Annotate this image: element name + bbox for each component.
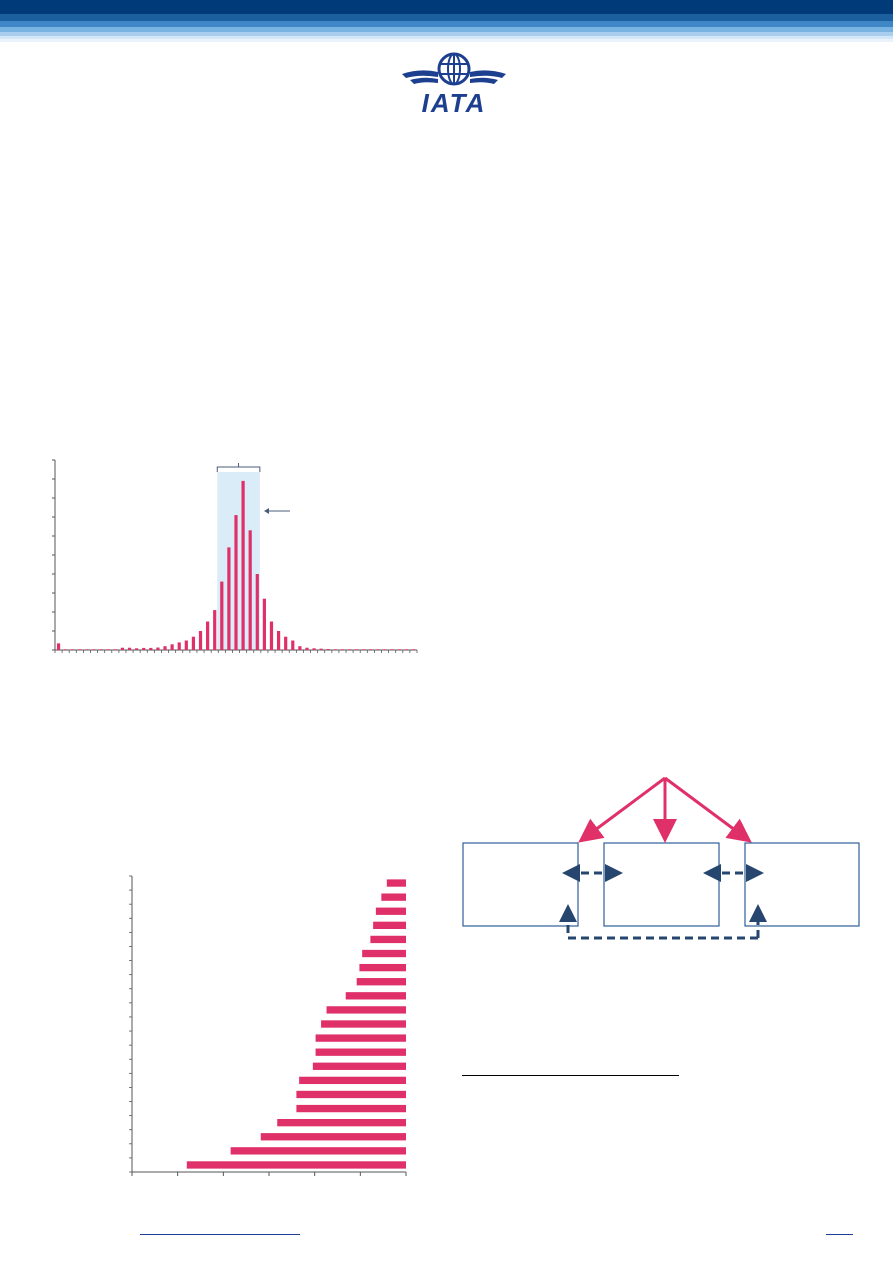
hist-bar bbox=[262, 598, 266, 650]
hbar-bar bbox=[386, 879, 406, 887]
hist-bar bbox=[198, 631, 203, 650]
diagram-box-right bbox=[744, 842, 860, 927]
hbar-bar bbox=[277, 1119, 406, 1127]
header-band-palest bbox=[0, 39, 893, 42]
pink-arrow-left bbox=[578, 776, 666, 843]
header-band-pale bbox=[0, 36, 893, 39]
hist-bar bbox=[106, 649, 110, 650]
hist-bar bbox=[213, 610, 217, 650]
hist-bar bbox=[298, 646, 302, 650]
hist-bar bbox=[78, 649, 82, 650]
hist-bar bbox=[135, 648, 139, 650]
hist-bar bbox=[163, 646, 167, 650]
text-rule bbox=[462, 1075, 679, 1076]
bracket-annotation bbox=[216, 463, 261, 472]
hist-bar bbox=[241, 480, 245, 650]
hist-bar bbox=[113, 649, 117, 650]
pointer-arrow-head bbox=[264, 508, 269, 514]
hist-bar bbox=[397, 649, 401, 650]
hist-bar bbox=[92, 649, 96, 650]
hbar-bar bbox=[312, 1062, 406, 1070]
hist-bar bbox=[355, 649, 359, 650]
hist-bar bbox=[56, 643, 61, 650]
hist-bar bbox=[312, 648, 316, 650]
header-band-navy bbox=[0, 0, 893, 14]
header-band-mid bbox=[0, 21, 893, 27]
hbar-bar bbox=[373, 921, 406, 929]
hist-bar bbox=[326, 649, 330, 650]
flow-diagram bbox=[462, 776, 860, 940]
hbar-bar bbox=[370, 935, 406, 944]
highlight-band bbox=[217, 472, 260, 650]
hist-bar bbox=[369, 649, 373, 650]
hist-bar bbox=[206, 621, 210, 650]
header-band-dark bbox=[0, 14, 893, 21]
hbar-bar bbox=[381, 893, 406, 901]
hbar-bar bbox=[296, 1090, 406, 1099]
hist-bar bbox=[71, 649, 75, 650]
hist-bar bbox=[227, 547, 231, 650]
diagram-box-left bbox=[462, 842, 579, 927]
hbar-bar bbox=[375, 907, 406, 915]
hbar-bar bbox=[186, 1161, 406, 1169]
hbar-bar bbox=[296, 1104, 406, 1113]
footer-link-underline bbox=[140, 1234, 300, 1235]
header-banner bbox=[0, 0, 893, 42]
histogram-chart bbox=[52, 459, 418, 653]
hbar-bar bbox=[321, 1020, 406, 1028]
hist-bar bbox=[156, 647, 160, 650]
hist-bar bbox=[291, 640, 295, 650]
hist-bar bbox=[220, 581, 224, 650]
hist-bar bbox=[347, 649, 352, 650]
hist-bar bbox=[319, 648, 323, 650]
hist-bar bbox=[184, 640, 188, 650]
header-band-lighter bbox=[0, 32, 893, 36]
globe-wings-icon bbox=[402, 52, 506, 86]
iata-logo: IATA bbox=[398, 52, 510, 118]
hist-bar bbox=[99, 649, 103, 650]
hist-bar bbox=[234, 515, 238, 650]
hbar-bar bbox=[362, 949, 406, 958]
hist-bar bbox=[333, 649, 337, 650]
horizontal-bar-chart bbox=[129, 875, 407, 1176]
hist-bar bbox=[411, 649, 416, 650]
hist-bar bbox=[191, 636, 196, 650]
hist-bar bbox=[340, 649, 345, 650]
diagram-box-center bbox=[603, 842, 720, 927]
header-band-light bbox=[0, 27, 893, 32]
hist-bar bbox=[149, 647, 153, 650]
hist-bar bbox=[376, 649, 380, 650]
hbar-bar bbox=[299, 1076, 406, 1085]
hist-bar bbox=[255, 574, 259, 650]
hbar-bar bbox=[356, 978, 406, 986]
hist-bar bbox=[305, 647, 309, 650]
hist-bar bbox=[170, 644, 174, 650]
hist-bar bbox=[127, 647, 132, 650]
hbar-bar bbox=[315, 1034, 406, 1042]
hist-bar bbox=[284, 636, 288, 650]
hist-bar bbox=[120, 647, 125, 650]
hist-bar bbox=[383, 649, 387, 650]
hist-bar bbox=[390, 649, 394, 650]
hist-bar bbox=[362, 649, 366, 650]
hist-bar bbox=[177, 642, 181, 650]
hbar-bar bbox=[326, 1006, 406, 1014]
logo-wordmark: IATA bbox=[421, 88, 487, 118]
hist-bar bbox=[404, 649, 408, 650]
pink-arrow-right bbox=[664, 776, 752, 843]
hbar-bar bbox=[230, 1147, 406, 1155]
hist-bar bbox=[248, 530, 252, 650]
hbar-bar bbox=[345, 992, 406, 1000]
hist-bar bbox=[269, 621, 274, 650]
hist-bar bbox=[64, 649, 68, 650]
hist-bar bbox=[85, 649, 89, 650]
hist-bar bbox=[142, 647, 146, 650]
footer-page-underline bbox=[826, 1234, 853, 1235]
hbar-bar bbox=[359, 963, 406, 972]
hbar-bar bbox=[260, 1133, 406, 1141]
dashed-loop-arrow bbox=[559, 904, 758, 940]
hist-bar bbox=[276, 631, 281, 650]
hbar-bar bbox=[315, 1048, 406, 1056]
